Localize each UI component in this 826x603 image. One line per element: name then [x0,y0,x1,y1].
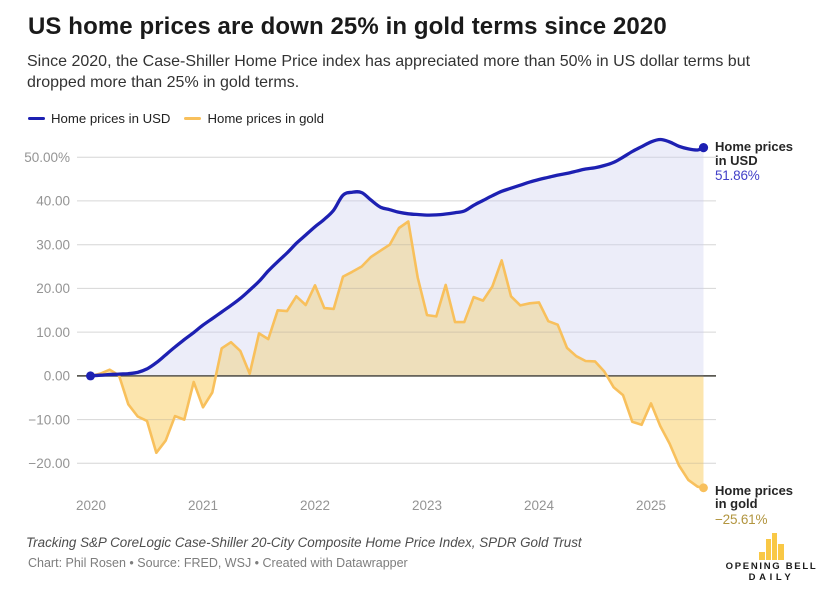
svg-text:2025: 2025 [636,498,666,513]
svg-text:40.00: 40.00 [36,194,70,209]
svg-text:2024: 2024 [524,498,555,513]
svg-text:2021: 2021 [188,498,218,513]
svg-text:10.00: 10.00 [36,325,70,340]
svg-text:−20.00: −20.00 [28,456,70,471]
svg-text:30.00: 30.00 [36,238,70,253]
svg-text:2022: 2022 [300,498,330,513]
svg-text:0.00: 0.00 [44,369,70,384]
svg-text:50.00%: 50.00% [24,150,70,165]
svg-text:2023: 2023 [412,498,442,513]
svg-text:−10.00: −10.00 [28,412,70,427]
svg-text:20.00: 20.00 [36,281,70,296]
svg-text:2020: 2020 [76,498,106,513]
